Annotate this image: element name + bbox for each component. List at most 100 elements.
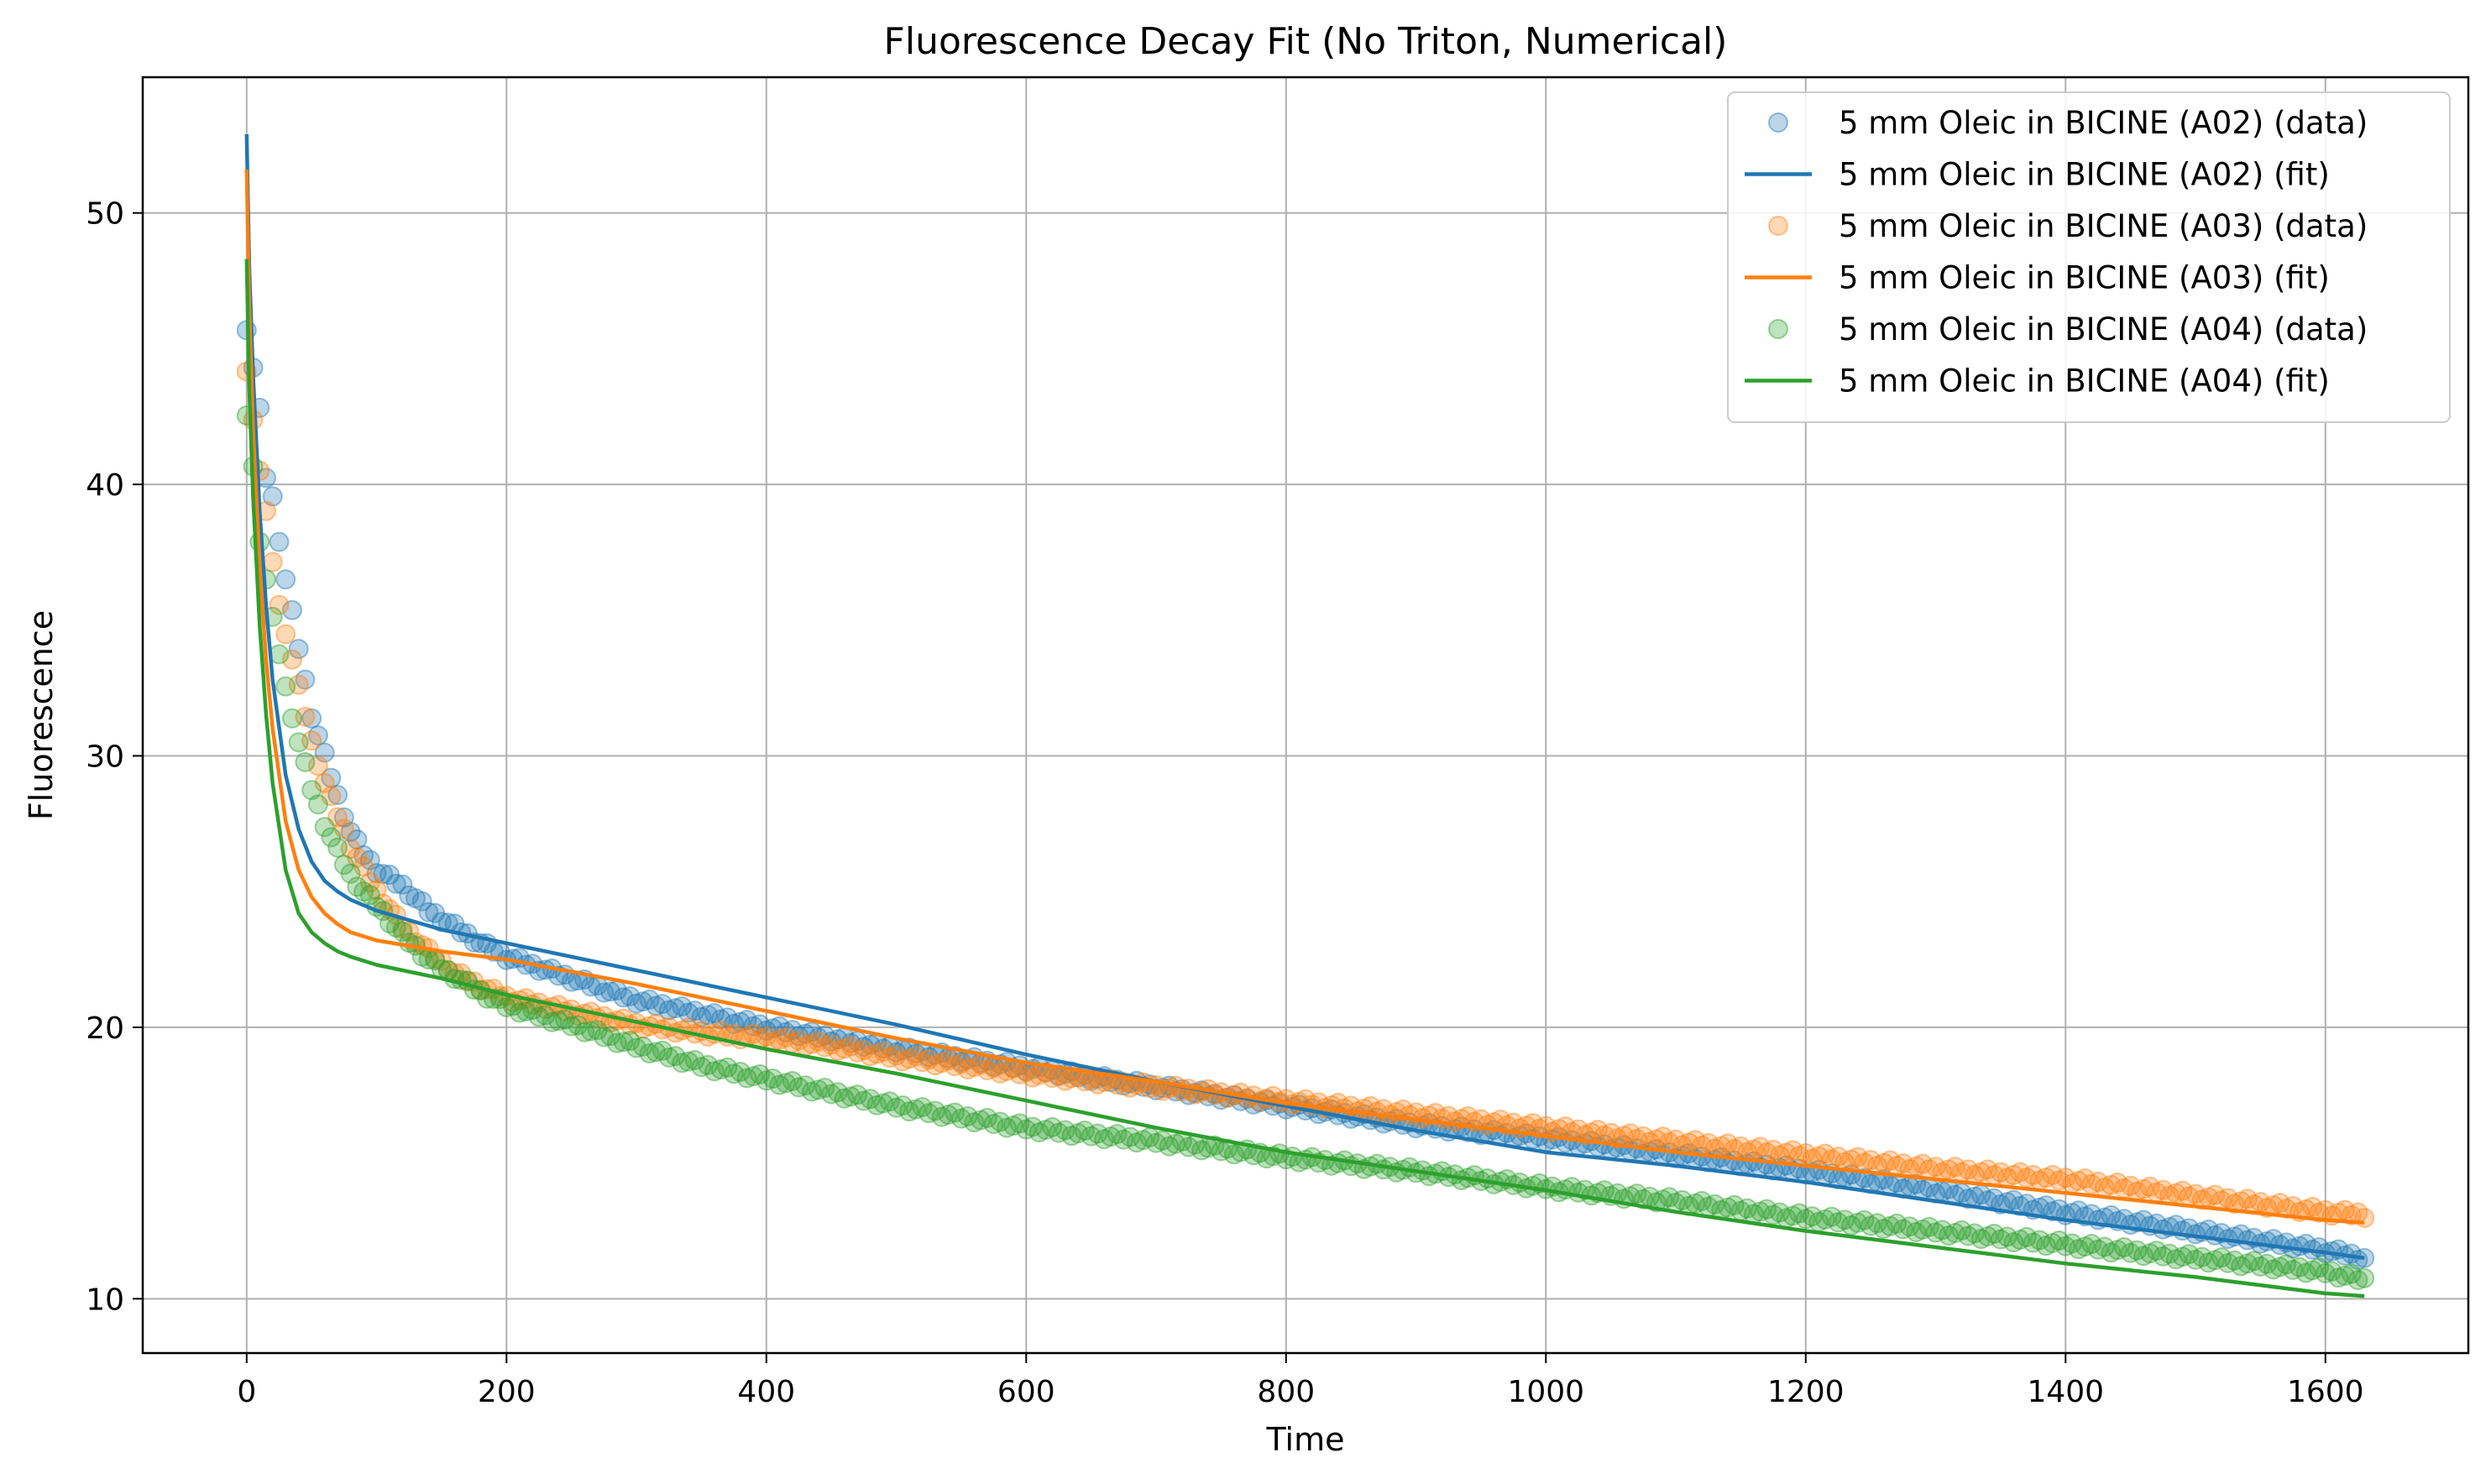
data-point	[950, 1053, 971, 1074]
data-point	[2153, 1179, 2174, 1200]
data-point	[269, 531, 290, 552]
data-point	[782, 1020, 803, 1041]
data-point	[2257, 1253, 2278, 1274]
data-point	[1028, 1122, 1049, 1143]
data-point	[1223, 1144, 1244, 1165]
data-point	[1672, 1189, 1693, 1210]
data-point	[672, 996, 693, 1017]
data-point	[2309, 1257, 2330, 1278]
data-point	[853, 1090, 874, 1111]
data-point	[1789, 1203, 1810, 1224]
data-point	[1152, 1130, 1173, 1151]
data-point	[1054, 1070, 1075, 1091]
data-point	[314, 772, 335, 793]
data-point	[834, 1088, 855, 1109]
data-point	[1002, 1115, 1023, 1136]
data-point	[1939, 1225, 1960, 1246]
data-point	[2347, 1270, 2368, 1291]
data-point	[2191, 1246, 2212, 1267]
data-point	[600, 981, 621, 1002]
data-point	[1984, 1188, 2005, 1209]
data-point	[347, 847, 368, 868]
data-point	[353, 844, 374, 865]
data-point	[743, 1016, 764, 1037]
x-axis-label: Time	[1266, 1421, 1345, 1458]
data-point	[795, 1023, 816, 1044]
data-point	[418, 901, 439, 922]
data-point	[2049, 1230, 2070, 1251]
data-point	[2139, 1176, 2160, 1197]
data-point	[2172, 1180, 2193, 1201]
data-point	[1750, 1201, 1771, 1222]
fit-line	[244, 133, 2365, 1261]
data-point	[1659, 1187, 1680, 1208]
data-point	[860, 1034, 881, 1055]
data-point	[710, 1059, 731, 1080]
data-point	[918, 1049, 939, 1070]
data-point	[1840, 1215, 1861, 1236]
data-point	[379, 865, 400, 886]
data-point	[1899, 1216, 1920, 1237]
data-point	[295, 751, 316, 772]
data-point	[275, 569, 296, 590]
data-point	[1042, 1116, 1063, 1137]
data-point	[788, 1030, 809, 1051]
data-point	[2334, 1265, 2355, 1286]
data-point	[1763, 1139, 1784, 1160]
data-point	[399, 885, 420, 906]
data-point	[1620, 1123, 1641, 1144]
data-point	[762, 1018, 783, 1039]
data-point	[840, 1032, 861, 1053]
data-point	[2328, 1267, 2349, 1288]
data-point	[1107, 1124, 1128, 1145]
data-point	[1814, 1209, 1835, 1230]
data-point	[821, 1084, 842, 1105]
data-point	[327, 807, 348, 828]
data-point	[1120, 1126, 1141, 1147]
data-point	[1146, 1132, 1167, 1153]
data-point	[613, 1032, 634, 1053]
data-point	[950, 1108, 971, 1129]
data-point	[594, 1027, 615, 1048]
data-point	[2237, 1189, 2258, 1210]
data-point	[1061, 1126, 1082, 1147]
data-point	[1698, 1132, 1719, 1153]
data-point	[1977, 1159, 1998, 1180]
data-point	[795, 1075, 816, 1096]
data-point	[1685, 1130, 1706, 1151]
data-point	[554, 1009, 575, 1030]
data-point	[2146, 1241, 2167, 1262]
data-point	[1925, 1222, 1946, 1243]
data-point	[632, 1036, 653, 1057]
data-point	[1042, 1068, 1063, 1089]
data-point	[964, 1112, 985, 1133]
data-point	[2276, 1254, 2297, 1275]
data-point	[359, 872, 380, 893]
data-point	[2224, 1250, 2245, 1271]
data-point	[678, 1002, 699, 1023]
data-point	[587, 1020, 608, 1041]
data-point	[873, 1042, 894, 1063]
data-point	[691, 1057, 712, 1078]
data-point	[1996, 1226, 2017, 1247]
data-point	[2185, 1184, 2206, 1204]
y-tick-label: 40	[86, 468, 124, 503]
data-point	[542, 1011, 563, 1032]
data-point	[1944, 1157, 1965, 1178]
data-point	[788, 1026, 809, 1047]
data-point	[509, 1002, 530, 1023]
data-point	[788, 1077, 809, 1098]
data-point	[646, 1042, 667, 1063]
data-point	[2101, 1242, 2122, 1263]
scatter-series	[236, 361, 2375, 1228]
data-point	[1769, 1202, 1790, 1223]
data-point	[2003, 1189, 2024, 1210]
y-tick-label: 30	[86, 740, 124, 775]
data-point	[1724, 1194, 1745, 1215]
data-point	[710, 1009, 731, 1030]
legend-marker	[1768, 112, 1788, 133]
data-point	[2250, 1256, 2271, 1277]
data-point	[1009, 1113, 1030, 1134]
data-point	[535, 1005, 556, 1026]
data-point	[801, 1081, 822, 1102]
